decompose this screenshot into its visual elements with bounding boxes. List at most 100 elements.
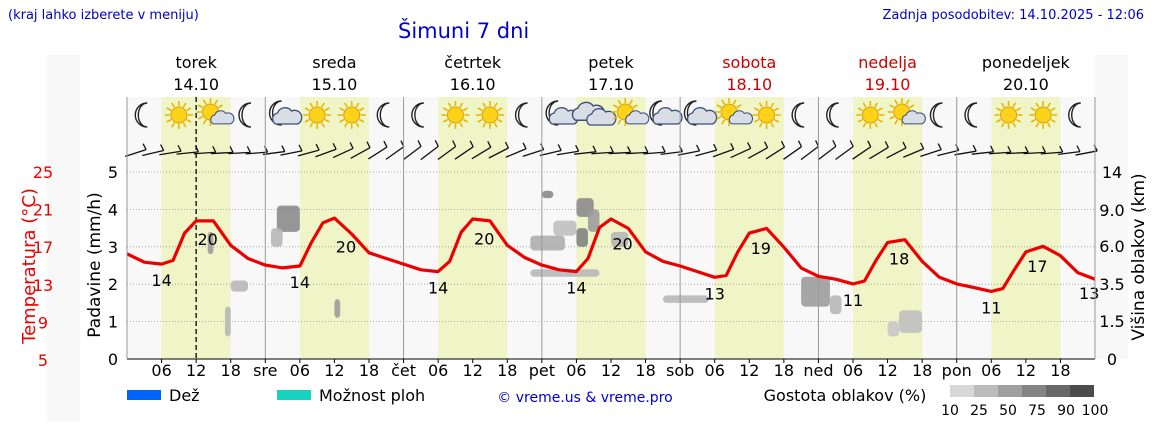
x-tick-label: 06 bbox=[290, 361, 310, 380]
x-tick-label: 18 bbox=[497, 361, 517, 380]
sun-disc bbox=[861, 106, 879, 124]
wind-barb bbox=[332, 147, 354, 159]
wind-barb-flag bbox=[469, 140, 474, 148]
wind-barb bbox=[1040, 151, 1063, 155]
sun-ray bbox=[459, 122, 464, 128]
wind-barb-flag bbox=[246, 146, 251, 153]
sun-ray bbox=[877, 107, 883, 112]
sun-ray bbox=[497, 118, 503, 123]
cloud-patch bbox=[334, 299, 341, 318]
x-tick-label: 06 bbox=[843, 361, 863, 380]
day-name: nedelja bbox=[858, 53, 917, 72]
cloud-patch bbox=[887, 321, 900, 337]
sun-ray bbox=[482, 102, 487, 108]
temperature-tick-label: 25 bbox=[33, 163, 53, 182]
temperature-axis-title: Temperatura (°C) bbox=[19, 188, 40, 345]
day-date: 14.10 bbox=[173, 75, 219, 94]
left-axis-panel bbox=[47, 55, 80, 422]
sun-ray bbox=[1046, 102, 1051, 108]
precip-tick-label: 1 bbox=[108, 313, 118, 332]
sun-ray bbox=[344, 122, 348, 128]
sun-disc bbox=[1000, 106, 1018, 124]
sun-cloud-icon bbox=[196, 98, 235, 126]
sun-icon bbox=[1029, 101, 1058, 129]
wind-barb-flag bbox=[832, 140, 837, 147]
day-name: četrtek bbox=[444, 53, 502, 72]
cloud-height-tick-label: 3.5 bbox=[1099, 275, 1124, 294]
wind-barb bbox=[765, 146, 785, 160]
wind-barb bbox=[677, 150, 700, 156]
sun-disc bbox=[446, 106, 464, 124]
wind-barb bbox=[245, 151, 268, 155]
precip-tick-label: 0 bbox=[108, 350, 118, 369]
wind-barb-flag bbox=[730, 142, 735, 150]
wind-barb-flag bbox=[575, 144, 580, 152]
cloud-shape bbox=[728, 110, 754, 125]
temperature-label: 14 bbox=[151, 271, 171, 290]
x-tick-label: 12 bbox=[463, 361, 483, 380]
sun-ray bbox=[894, 99, 899, 105]
wind-barb-flag bbox=[989, 145, 995, 153]
sun-ray bbox=[477, 118, 483, 123]
sun-ray bbox=[462, 107, 468, 112]
daylight-band bbox=[576, 97, 646, 359]
x-tick-label: 12 bbox=[601, 361, 621, 380]
cloud-density-level: 10 bbox=[941, 403, 959, 419]
cloud-patch bbox=[587, 209, 600, 232]
wind-barb-flag bbox=[417, 140, 422, 147]
wind-barb-flag bbox=[160, 144, 165, 151]
wind-barb bbox=[747, 147, 768, 159]
wind-barb bbox=[211, 151, 234, 155]
temperature-label: 11 bbox=[981, 298, 1001, 317]
sun-ray bbox=[1035, 122, 1040, 128]
day-name: petek bbox=[588, 53, 634, 72]
wind-barb bbox=[193, 151, 216, 155]
x-tick-label: 18 bbox=[359, 361, 379, 380]
wind-barb bbox=[869, 146, 889, 160]
cloud-density-title: Gostota oblakov (%) bbox=[764, 386, 927, 405]
moon-cloud-icon bbox=[649, 100, 683, 126]
daylight-band bbox=[299, 97, 369, 359]
wind-barb-flag bbox=[1024, 146, 1029, 153]
sun-ray bbox=[1030, 118, 1036, 123]
day-date: 16.10 bbox=[450, 75, 496, 94]
sun-ray bbox=[721, 99, 726, 105]
sun-ray bbox=[857, 107, 863, 112]
sun-ray bbox=[344, 102, 348, 108]
region-hint[interactable]: (kraj lahko izberete v meniju) bbox=[8, 8, 199, 23]
x-tick-label: pet bbox=[529, 361, 555, 380]
temperature-label: 20 bbox=[197, 230, 217, 249]
wind-barb bbox=[556, 150, 579, 156]
sun-ray bbox=[1050, 107, 1056, 112]
sun-ray bbox=[874, 122, 878, 128]
wind-barb-flag bbox=[644, 146, 649, 153]
sun-ray bbox=[1012, 122, 1017, 128]
day-date: 17.10 bbox=[588, 75, 634, 94]
temperature-label: 13 bbox=[1079, 284, 1099, 303]
cloud-density-field bbox=[207, 190, 923, 337]
x-tick-label: 18 bbox=[774, 361, 794, 380]
day-date: 18.10 bbox=[726, 75, 772, 94]
moon-icon bbox=[964, 102, 978, 128]
cloud-patch bbox=[801, 276, 830, 307]
cloud-density-level: 90 bbox=[1057, 403, 1075, 419]
wind-barb-flag bbox=[592, 145, 597, 153]
wind-barb-flag bbox=[557, 144, 562, 151]
wind-barb bbox=[262, 150, 285, 156]
cloud-height-tick-label: 6.0 bbox=[1099, 237, 1124, 256]
x-tick-label: 12 bbox=[1016, 361, 1036, 380]
wind-barb bbox=[505, 148, 527, 158]
cloud-height-axis-title: Višina oblakov (km) bbox=[1129, 173, 1149, 340]
cloud-patch bbox=[553, 220, 577, 236]
cloud-shape bbox=[652, 107, 683, 125]
cloud-density-swatch bbox=[974, 385, 998, 397]
day-date: 20.10 bbox=[1003, 75, 1049, 94]
wind-barb bbox=[937, 149, 959, 157]
sun-ray bbox=[355, 102, 360, 108]
sun-ray bbox=[716, 104, 722, 109]
sun-cloud-icon bbox=[611, 98, 650, 126]
sun-ray bbox=[359, 118, 365, 123]
wind-barb bbox=[1006, 151, 1029, 155]
wind-barb-flag bbox=[1041, 146, 1047, 153]
sun-cloud-icon bbox=[715, 98, 754, 126]
